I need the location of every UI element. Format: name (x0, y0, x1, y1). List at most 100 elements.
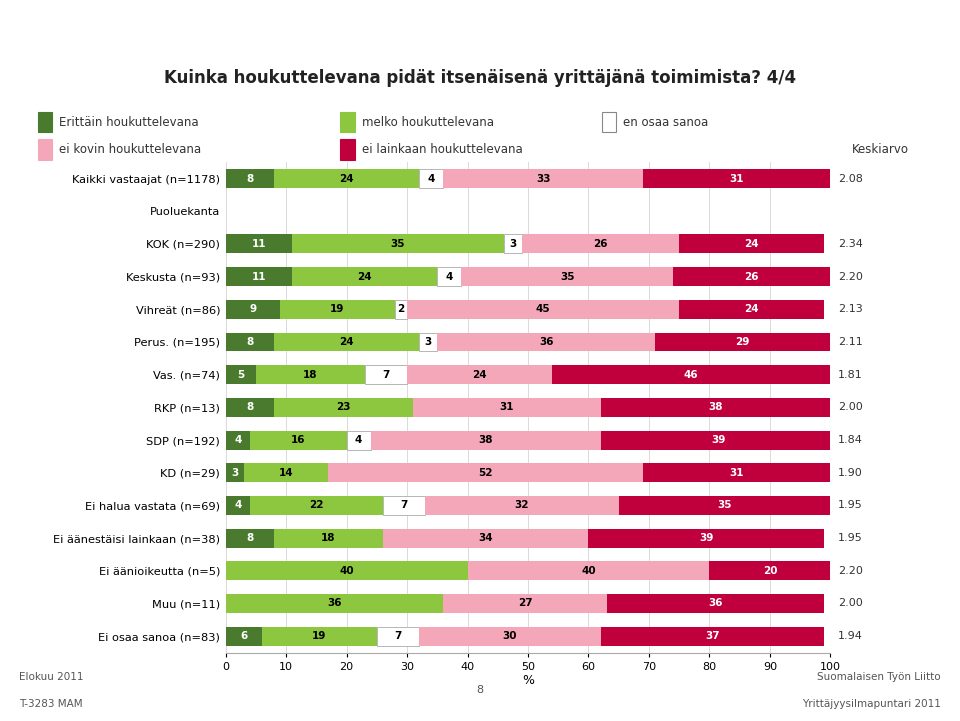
Bar (226, 562, 468, 580)
Bar (262, 627, 376, 645)
Bar (274, 528, 383, 547)
Bar (365, 366, 407, 384)
Bar (226, 366, 255, 384)
Text: 5: 5 (237, 370, 245, 380)
Text: Suomalaisen Työn Liitto: Suomalaisen Työn Liitto (817, 672, 941, 682)
Bar (680, 300, 825, 319)
Bar (226, 300, 280, 319)
Bar (680, 234, 825, 253)
Text: 8: 8 (476, 686, 484, 695)
Text: 37: 37 (706, 631, 720, 641)
Bar (274, 332, 420, 351)
Bar (619, 496, 830, 515)
Bar (395, 300, 407, 319)
Bar (250, 430, 347, 449)
Bar (425, 496, 619, 515)
Text: 6: 6 (240, 631, 248, 641)
Text: 26: 26 (593, 239, 608, 249)
Text: 2.11: 2.11 (838, 337, 863, 347)
Bar (274, 169, 420, 188)
Text: 7: 7 (400, 500, 408, 510)
Text: ei lainkaan houkuttelevana: ei lainkaan houkuttelevana (362, 143, 522, 156)
Text: 35: 35 (391, 239, 405, 249)
Bar (420, 169, 444, 188)
Text: 1.95: 1.95 (838, 533, 863, 543)
Bar (292, 267, 437, 286)
Bar (468, 562, 709, 580)
Text: 39: 39 (711, 435, 726, 445)
Text: 2.08: 2.08 (838, 174, 863, 184)
Text: 3: 3 (231, 468, 238, 478)
Text: 24: 24 (357, 272, 372, 282)
Text: 2: 2 (397, 304, 404, 314)
Text: 4: 4 (234, 435, 241, 445)
Bar (347, 430, 371, 449)
Text: 52: 52 (478, 468, 492, 478)
Text: 1.90: 1.90 (838, 468, 863, 478)
Text: 4: 4 (355, 435, 362, 445)
Text: Yrittäjyysilmapuntari 2011: Yrittäjyysilmapuntari 2011 (802, 699, 941, 709)
Text: 35: 35 (717, 500, 732, 510)
Text: 7: 7 (382, 370, 390, 380)
Bar (371, 430, 601, 449)
Bar (444, 169, 643, 188)
Text: 14: 14 (278, 468, 294, 478)
Text: 2.34: 2.34 (838, 239, 863, 249)
Text: taloustutkimus oy: taloustutkimus oy (17, 14, 230, 35)
Text: 1.81: 1.81 (838, 370, 863, 380)
Text: 24: 24 (339, 174, 354, 184)
Text: 33: 33 (536, 174, 550, 184)
Text: 2.13: 2.13 (838, 304, 863, 314)
Text: 2.20: 2.20 (838, 566, 863, 576)
Bar (413, 398, 601, 417)
Bar (274, 398, 413, 417)
Bar (37, 139, 52, 159)
Text: 7: 7 (395, 631, 401, 641)
Bar (244, 464, 328, 482)
Text: 31: 31 (730, 468, 744, 478)
Bar (255, 366, 365, 384)
Text: 8: 8 (246, 402, 253, 412)
Bar (437, 332, 655, 351)
Bar (280, 300, 395, 319)
Bar (504, 234, 522, 253)
Text: 27: 27 (517, 598, 532, 609)
Text: en osaa sanoa: en osaa sanoa (623, 115, 708, 129)
Text: 29: 29 (735, 337, 750, 347)
Text: 8: 8 (246, 533, 253, 543)
Bar (407, 366, 552, 384)
Bar (328, 464, 643, 482)
X-axis label: %: % (522, 674, 534, 687)
Text: 2.00: 2.00 (838, 402, 863, 412)
Bar (292, 234, 504, 253)
Bar (420, 627, 601, 645)
Text: 38: 38 (478, 435, 492, 445)
Text: 24: 24 (339, 337, 354, 347)
Text: 1.94: 1.94 (838, 631, 863, 641)
Text: 23: 23 (336, 402, 350, 412)
Bar (643, 169, 830, 188)
Bar (444, 594, 607, 613)
Text: 19: 19 (330, 304, 345, 314)
Text: 3: 3 (424, 337, 432, 347)
Text: 30: 30 (503, 631, 517, 641)
Text: 46: 46 (684, 370, 699, 380)
Text: 2.00: 2.00 (838, 598, 863, 609)
Text: 18: 18 (322, 533, 336, 543)
Text: 24: 24 (744, 304, 759, 314)
Text: 4: 4 (234, 500, 241, 510)
Text: 39: 39 (699, 533, 713, 543)
Text: 8: 8 (246, 174, 253, 184)
Text: melko houkuttelevana: melko houkuttelevana (362, 115, 493, 129)
Text: 24: 24 (472, 370, 487, 380)
Bar (383, 528, 588, 547)
Text: Keskiarvo: Keskiarvo (852, 143, 908, 156)
Text: 26: 26 (745, 272, 759, 282)
Text: 31: 31 (499, 402, 515, 412)
Text: 1.95: 1.95 (838, 500, 863, 510)
Text: T-3283 MAM: T-3283 MAM (19, 699, 83, 709)
Text: 19: 19 (312, 631, 326, 641)
Bar (376, 627, 420, 645)
Bar (602, 112, 616, 133)
Text: 40: 40 (581, 566, 596, 576)
